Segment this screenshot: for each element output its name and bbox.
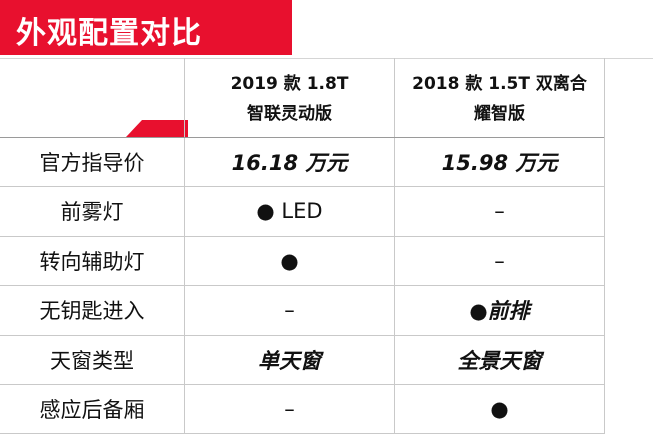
row-label-fog-lights: 前雾灯 bbox=[60, 200, 124, 224]
value-cornering-lights-2019: ● bbox=[280, 249, 299, 273]
value-sunroof-type-2018: 全景天窗 bbox=[457, 349, 542, 373]
column-header-line1: 2019 款 1.8T bbox=[230, 74, 349, 94]
section-title: 外观配置对比 bbox=[16, 16, 202, 51]
row-divider bbox=[0, 285, 604, 286]
value-fog-lights-2018: – bbox=[494, 199, 505, 223]
column-header-2019: 2019 款 1.8T 智联灵动版 bbox=[185, 62, 394, 136]
value-keyless-entry-2018: ●前排 bbox=[469, 299, 530, 323]
row-divider bbox=[0, 186, 604, 187]
value-price-2018: 15.98 万元 bbox=[441, 151, 558, 175]
row-label-keyless-entry: 无钥匙进入 bbox=[39, 299, 145, 323]
table-top-border bbox=[0, 58, 653, 59]
row-divider bbox=[0, 236, 604, 237]
row-divider bbox=[0, 335, 604, 336]
row-label-sunroof-type: 天窗类型 bbox=[50, 349, 134, 373]
column-header-2018: 2018 款 1.5T 双离合 耀智版 bbox=[395, 62, 604, 136]
row-label-price: 官方指导价 bbox=[39, 151, 145, 175]
column-divider bbox=[604, 58, 605, 434]
row-divider bbox=[0, 384, 604, 385]
column-header-line2: 智联灵动版 bbox=[247, 104, 332, 124]
column-divider bbox=[394, 58, 395, 434]
row-divider bbox=[0, 137, 604, 138]
row-label-hands-free-trunk: 感应后备厢 bbox=[39, 398, 145, 422]
value-fog-lights-2019: ● LED bbox=[256, 199, 323, 223]
column-divider bbox=[184, 58, 185, 434]
value-price-2019: 16.18 万元 bbox=[231, 151, 348, 175]
value-hands-free-trunk-2018: ● bbox=[490, 397, 509, 421]
section-banner: 外观配置对比 bbox=[0, 0, 292, 55]
value-hands-free-trunk-2019: – bbox=[284, 397, 295, 421]
value-keyless-entry-2019: – bbox=[284, 298, 295, 322]
value-sunroof-type-2019: 单天窗 bbox=[258, 349, 321, 373]
accent-wedge bbox=[126, 120, 188, 137]
column-header-line1: 2018 款 1.5T 双离合 bbox=[412, 74, 587, 94]
column-header-line2: 耀智版 bbox=[474, 104, 525, 124]
row-label-cornering-lights: 转向辅助灯 bbox=[39, 250, 145, 274]
value-cornering-lights-2018: – bbox=[494, 249, 505, 273]
